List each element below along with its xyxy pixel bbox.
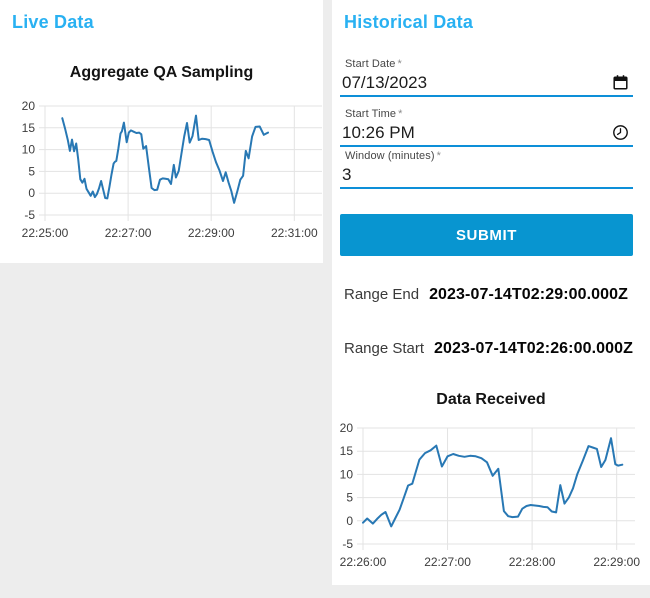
window-minutes-label: Window (minutes) * <box>345 150 442 162</box>
range-start-row: Range Start 2023-07-14T02:26:00.000Z <box>344 340 633 358</box>
start-time-field: Start Time * 10:26 PM <box>332 108 650 147</box>
live-chart-title: Aggregate QA Sampling <box>69 64 254 81</box>
start-date-input[interactable]: 07/13/2023 <box>342 73 428 92</box>
live-data-heading: Live Data <box>12 12 94 32</box>
y-axis-tick-label: 10 <box>22 143 36 157</box>
range-end-row: Range End 2023-07-14T02:29:00.000Z <box>344 286 628 304</box>
x-axis-tick-label: 22:27:00 <box>105 226 152 240</box>
start-date-underline <box>340 95 633 97</box>
historical-data-heading: Historical Data <box>344 12 474 32</box>
live-data-chart: 20 15 10 5 0 -5 22:25:00 22:27:00 22:29:00 22:31:… <box>22 99 322 240</box>
required-marker: * <box>436 150 442 162</box>
range-end-label: Range End <box>344 286 420 303</box>
range-end-value: 2023-07-14T02:29:00.000Z <box>429 286 629 303</box>
y-axis-tick-label: 20 <box>22 99 36 113</box>
range-start-value: 2023-07-14T02:26:00.000Z <box>434 340 634 357</box>
y-axis-tick-label: 0 <box>346 514 353 528</box>
x-axis-tick-label: 22:28:00 <box>509 555 556 569</box>
submit-button[interactable]: SUBMIT <box>340 214 633 256</box>
range-start-label: Range Start <box>344 340 425 357</box>
start-date-label: Start Date * <box>345 58 402 70</box>
x-axis-tick-label: 22:31:00 <box>271 226 318 240</box>
live-data-panel: Live Data Aggregate QA Sampling 20 15 10 5 0… <box>0 0 323 263</box>
window-minutes-input[interactable]: 3 <box>342 165 352 184</box>
y-axis-tick-label: -5 <box>24 208 35 222</box>
required-marker: * <box>397 58 402 70</box>
data-received-chart: 20 15 10 5 0 -5 22:26:00 22:27:00 22:28:00 22:29:… <box>340 421 641 569</box>
historical-chart-title: Data Received <box>436 391 546 408</box>
y-axis-tick-label: 5 <box>346 491 353 505</box>
y-axis-tick-label: 15 <box>340 444 354 458</box>
x-axis-tick-label: 22:27:00 <box>424 555 471 569</box>
y-axis-tick-label: -5 <box>342 537 353 551</box>
y-axis-tick-label: 0 <box>28 186 35 200</box>
data-line <box>362 437 624 528</box>
x-axis-tick-label: 22:29:00 <box>188 226 235 240</box>
y-axis-tick-label: 5 <box>28 164 35 178</box>
historical-data-panel: Historical Data Start Date * 07/13/2023 S… <box>332 0 650 585</box>
start-time-input[interactable]: 10:26 PM <box>342 123 415 142</box>
start-date-field: Start Date * 07/13/2023 <box>332 58 650 97</box>
window-minutes-underline <box>340 187 633 189</box>
start-time-underline <box>340 145 633 147</box>
x-axis-tick-label: 22:25:00 <box>22 226 69 240</box>
window-minutes-field: Window (minutes) * 3 <box>332 150 650 189</box>
required-marker: * <box>398 108 403 120</box>
data-line <box>61 114 269 204</box>
y-axis-tick-label: 10 <box>340 467 354 481</box>
start-time-label: Start Time * <box>345 108 403 120</box>
calendar-icon[interactable] <box>612 74 629 91</box>
x-axis-tick-label: 22:26:00 <box>340 555 387 569</box>
y-axis-tick-label: 20 <box>340 421 354 435</box>
y-axis-tick-label: 15 <box>22 121 36 135</box>
clock-icon[interactable] <box>612 124 629 141</box>
x-axis-tick-label: 22:29:00 <box>593 555 640 569</box>
